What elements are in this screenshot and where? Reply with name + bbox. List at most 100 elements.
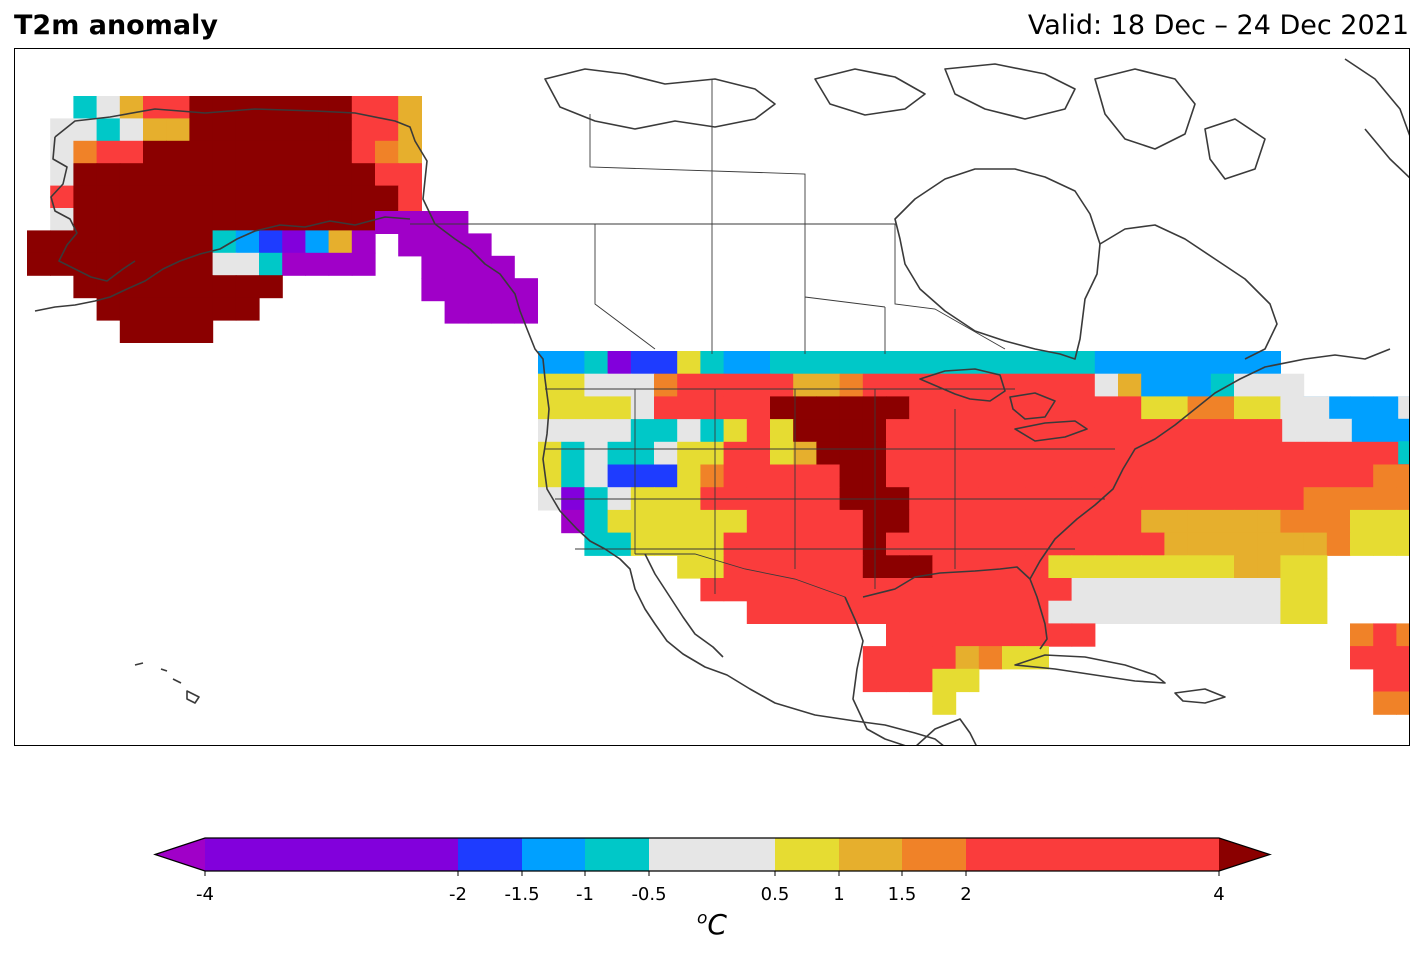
grid-cell-alaska bbox=[166, 185, 190, 209]
grid-cell-alaska bbox=[189, 320, 214, 343]
grid-cell-conus bbox=[1094, 351, 1119, 375]
grid-cell-conus bbox=[1257, 555, 1281, 579]
grid-cell-panhandle bbox=[421, 233, 446, 257]
grid-cell-conus bbox=[932, 646, 957, 670]
grid-cell-conus bbox=[1210, 351, 1235, 375]
grid-cell-alaska bbox=[143, 208, 167, 231]
grid-cell-alaska bbox=[398, 140, 422, 164]
grid-cell-conus bbox=[723, 396, 748, 420]
grid-cell-alaska bbox=[73, 118, 98, 142]
grid-cell-conus bbox=[607, 532, 632, 556]
alaska-coast bbox=[54, 108, 546, 380]
grid-cell-conus bbox=[839, 351, 864, 375]
grid-cell-conus bbox=[607, 509, 632, 534]
grid-cell-conus bbox=[1396, 487, 1409, 511]
grid-cell-conus bbox=[862, 668, 887, 693]
grid-cell-conus bbox=[1141, 464, 1165, 488]
grid-cell-conus bbox=[1048, 373, 1073, 397]
grid-cell-conus bbox=[816, 578, 841, 602]
grid-cell-conus bbox=[746, 578, 771, 602]
grid-cell-panhandle bbox=[375, 211, 399, 234]
grid-cell-alaska bbox=[143, 118, 167, 142]
grid-cell-conus bbox=[1396, 646, 1409, 670]
grid-cell-conus bbox=[607, 419, 632, 443]
grid-cell-conus bbox=[932, 441, 957, 466]
grid-cell-conus bbox=[909, 646, 933, 670]
grid-cell-alaska bbox=[166, 297, 190, 321]
map-title: T2m anomaly bbox=[14, 10, 218, 41]
grid-cell-conus bbox=[1118, 419, 1142, 443]
grid-cell-conus bbox=[955, 396, 980, 420]
grid-cell-conus bbox=[793, 600, 817, 624]
grid-cell-conus bbox=[654, 441, 678, 466]
grid-cell-alaska bbox=[143, 297, 167, 321]
grid-cell-conus bbox=[1373, 623, 1397, 647]
grid-cell-alaska bbox=[328, 96, 353, 119]
colorbar-tick-label: -4 bbox=[196, 884, 214, 905]
grid-cell-panhandle bbox=[444, 255, 469, 279]
grid-cell-alaska bbox=[166, 96, 190, 119]
grid-cell-conus bbox=[1350, 509, 1374, 534]
grid-cell-conus bbox=[932, 555, 957, 579]
grid-cell-conus bbox=[1118, 464, 1142, 488]
colorbar-tick-label: -2 bbox=[449, 884, 467, 905]
grid-cell-conus bbox=[630, 419, 655, 443]
grid-cell-conus bbox=[955, 646, 980, 670]
grid-cell-alaska bbox=[351, 163, 376, 187]
grid-cell-conus bbox=[654, 373, 678, 397]
grid-cell-conus bbox=[538, 419, 562, 443]
atlantic-coast bbox=[1029, 348, 1391, 580]
grid-cell-conus bbox=[1071, 578, 1096, 602]
grid-cell-alaska bbox=[50, 252, 74, 276]
grid-cell-conus bbox=[1071, 373, 1096, 397]
grid-cell-conus bbox=[630, 351, 655, 375]
grid-cell-conus bbox=[770, 419, 794, 443]
grid-cell-conus bbox=[886, 373, 910, 397]
grid-cell-panhandle bbox=[467, 278, 492, 302]
grid-cell-conus bbox=[1303, 487, 1328, 511]
colorbar-unit: oC bbox=[697, 908, 727, 941]
grid-cell-conus bbox=[1164, 578, 1189, 602]
grid-cell-conus bbox=[978, 464, 1003, 488]
grid-cell-conus bbox=[793, 396, 817, 420]
grid-cell-conus bbox=[1257, 373, 1281, 397]
grid-cell-conus bbox=[1350, 464, 1374, 488]
colorbar-tick-label: 1.5 bbox=[887, 884, 917, 905]
grid-cell-conus bbox=[1002, 441, 1026, 466]
grid-cell-conus bbox=[1025, 600, 1049, 624]
grid-cell-alaska bbox=[328, 140, 353, 164]
grid-cell-conus bbox=[1164, 419, 1189, 443]
grid-cell-conus bbox=[1350, 532, 1374, 556]
grid-cell-conus bbox=[909, 532, 933, 556]
grid-cell-alaska bbox=[73, 140, 98, 164]
grid-cell-conus bbox=[839, 441, 864, 466]
grid-cell-conus bbox=[770, 532, 794, 556]
grid-cell-conus bbox=[584, 351, 609, 375]
grid-cell-alaska bbox=[189, 208, 214, 231]
grid-cell-alaska bbox=[166, 252, 190, 276]
grid-cell-conus bbox=[886, 351, 910, 375]
valid-period: Valid: 18 Dec – 24 Dec 2021 bbox=[1027, 10, 1409, 41]
grid-cell-alaska bbox=[375, 185, 399, 209]
grid-cell-conus bbox=[677, 373, 701, 397]
colorbar-over-arrow bbox=[1219, 838, 1270, 871]
grid-cell-conus bbox=[700, 532, 725, 556]
grid-cell-conus bbox=[816, 600, 841, 624]
grid-cell-conus bbox=[816, 532, 841, 556]
gulf-north-coast bbox=[862, 566, 1048, 650]
grid-cell-alaska bbox=[282, 140, 306, 164]
grid-cell-conus bbox=[978, 373, 1003, 397]
grid-cell-alaska bbox=[351, 208, 376, 231]
grid-cell-alaska bbox=[119, 163, 144, 187]
colorbar-bin bbox=[966, 838, 1219, 871]
grid-cell-conus bbox=[1025, 396, 1049, 420]
colorbar-bin bbox=[205, 838, 458, 871]
grid-cell-alaska bbox=[73, 230, 98, 254]
grid-cell-conus bbox=[932, 668, 957, 693]
grid-cell-conus bbox=[1257, 464, 1281, 488]
grid-cell-conus bbox=[955, 555, 980, 579]
grid-cell-alaska bbox=[96, 208, 121, 231]
grid-cell-conus bbox=[932, 509, 957, 534]
grid-cell-conus bbox=[1187, 509, 1212, 534]
grid-cell-conus bbox=[1257, 509, 1281, 534]
